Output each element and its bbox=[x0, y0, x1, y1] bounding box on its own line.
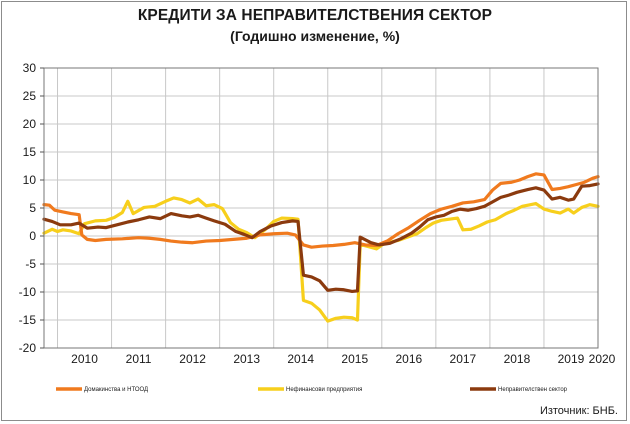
series-line-0 bbox=[42, 172, 600, 249]
x-tick-label: 2012 bbox=[179, 352, 206, 366]
legend-label: Домакинства и НТООД bbox=[84, 387, 148, 393]
chart-subtitle: (Годишно изменение, %) bbox=[230, 28, 400, 44]
y-tick-label: 10 bbox=[23, 173, 37, 187]
x-tick-label: 2020 bbox=[589, 352, 616, 366]
x-tick-label: 2010 bbox=[71, 352, 98, 366]
x-tick-label: 2015 bbox=[341, 352, 368, 366]
chart-title: КРЕДИТИ ЗА НЕПРАВИТЕЛСТВЕНИЯ СЕКТОР bbox=[137, 7, 493, 24]
source-note: Източник: БНБ. bbox=[539, 405, 618, 417]
x-tick-label: 2018 bbox=[504, 352, 531, 366]
series-line-1 bbox=[42, 196, 600, 323]
y-tick-label: 5 bbox=[29, 201, 36, 215]
y-axis: 30 25 20 15 10 5 0 -5 -10 -15 -20 bbox=[19, 61, 44, 355]
x-axis: 2010 2011 2012 2013 2014 2015 2016 2017 2018 2019… bbox=[71, 352, 615, 366]
x-tick-label: 2019 bbox=[558, 352, 585, 366]
x-tick-label: 2011 bbox=[126, 352, 152, 366]
x-tick-label: 2014 bbox=[287, 352, 314, 366]
series-lines bbox=[42, 172, 600, 323]
gridlines bbox=[44, 67, 598, 349]
y-tick-label: 20 bbox=[23, 117, 37, 131]
y-tick-label: 15 bbox=[23, 145, 37, 159]
legend-item-0: Домакинства и НТООД bbox=[56, 387, 148, 393]
legend-label: Неправителствен сектор bbox=[498, 387, 568, 393]
y-tick-label: -20 bbox=[19, 341, 37, 355]
legend-item-1: Нефинансови предприятия bbox=[258, 387, 362, 393]
legend-item-2: Неправителствен сектор bbox=[470, 387, 568, 393]
legend-label: Нефинансови предприятия bbox=[286, 387, 362, 393]
x-tick-label: 2017 bbox=[450, 352, 477, 366]
y-tick-label: 30 bbox=[23, 61, 37, 75]
y-tick-label: 25 bbox=[23, 89, 37, 103]
x-tick-label: 2013 bbox=[233, 352, 260, 366]
legend: Домакинства и НТООД Нефинансови предприят… bbox=[56, 387, 568, 393]
y-tick-label: -10 bbox=[19, 285, 37, 299]
series-line-2 bbox=[42, 182, 600, 294]
y-tick-label: -15 bbox=[19, 313, 37, 327]
y-tick-label: -5 bbox=[25, 257, 36, 271]
x-tick-label: 2016 bbox=[395, 352, 422, 366]
y-tick-label: 0 bbox=[29, 229, 36, 243]
